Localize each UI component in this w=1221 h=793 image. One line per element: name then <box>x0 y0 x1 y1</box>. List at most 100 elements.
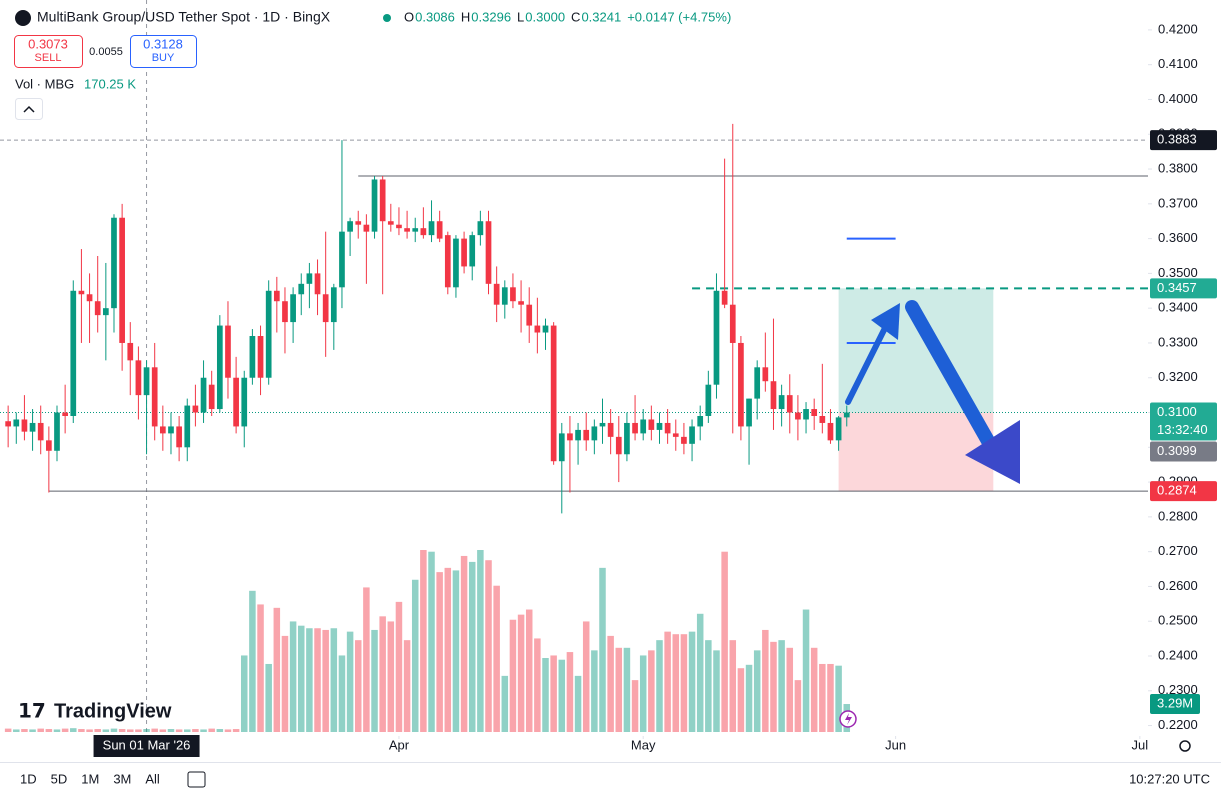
candle-body <box>632 422 638 434</box>
volume-bar <box>794 680 802 732</box>
candle-body <box>510 287 516 302</box>
candle-body <box>314 273 321 295</box>
range-button[interactable]: 1D <box>20 771 37 786</box>
candle-body <box>322 294 329 323</box>
candle-body <box>713 290 720 385</box>
candle-body <box>5 421 11 427</box>
candle-body <box>640 419 647 434</box>
calendar-icon[interactable] <box>187 771 206 788</box>
range-button[interactable]: 1M <box>81 771 99 786</box>
volume-bar <box>485 560 492 732</box>
symbol-title[interactable]: MultiBank Group/USD Tether Spot · 1D · B… <box>37 9 331 25</box>
y-tick-label: 0.4000 <box>1158 91 1198 106</box>
candle-body <box>795 412 801 420</box>
candle-body <box>436 221 443 239</box>
logo-mark: 𝟭𝟳 <box>18 700 46 722</box>
candle-body <box>70 290 77 416</box>
volume-bar <box>501 675 509 732</box>
candle-body <box>778 395 785 410</box>
volume-bar <box>534 638 541 732</box>
price-tag-label: 0.3457 <box>1157 280 1197 295</box>
sell-button[interactable] <box>14 35 83 68</box>
volume-bar <box>281 635 289 732</box>
volume-bar <box>428 551 435 732</box>
range-button[interactable]: All <box>145 771 160 786</box>
candle-body <box>298 283 305 295</box>
candle-body <box>469 235 476 267</box>
volume-bar <box>184 729 191 732</box>
volume-bar <box>770 641 777 732</box>
candle-body <box>78 290 85 295</box>
volume-bar <box>656 640 663 732</box>
candle-body <box>306 273 313 284</box>
collapse-button[interactable] <box>15 98 43 120</box>
volume-bar <box>240 655 248 732</box>
volume-bar <box>249 590 256 732</box>
volume-bar <box>21 729 28 732</box>
candle-body <box>681 436 687 444</box>
price-tag-label: 0.3100 <box>1157 404 1197 419</box>
candle-body <box>550 325 557 462</box>
volume-bar <box>550 655 557 732</box>
y-tick-label: 0.2300 <box>1158 682 1198 697</box>
candle-body <box>127 342 134 361</box>
candle-body <box>746 398 752 427</box>
settings-icon[interactable] <box>1179 740 1191 752</box>
volume-bar <box>61 728 69 732</box>
candle-body <box>21 419 28 432</box>
range-button[interactable]: 3M <box>113 771 131 786</box>
candle-body <box>754 367 761 399</box>
volume-bar <box>615 647 623 732</box>
candle-body <box>151 367 158 427</box>
price-tag <box>1150 441 1217 462</box>
candle-body <box>371 179 378 232</box>
volume-tag <box>1150 694 1200 715</box>
candle-body <box>176 426 182 448</box>
candle-body <box>615 436 622 455</box>
volume-bar <box>257 604 264 732</box>
volume-bar <box>127 729 134 732</box>
chevron-icon <box>23 105 35 113</box>
buy-button[interactable] <box>130 35 197 68</box>
candle-body <box>135 360 142 396</box>
volume-bar <box>444 567 452 732</box>
candle-body <box>159 426 166 434</box>
stop-zone <box>838 412 994 492</box>
candle-body <box>477 221 484 236</box>
price-tag-label: 0.3883 <box>1157 132 1197 147</box>
candle-body <box>282 301 288 323</box>
logo-text: TradingView <box>54 700 172 722</box>
candle-body <box>526 304 533 326</box>
volume-bar <box>436 572 443 732</box>
volume-bar <box>558 659 566 732</box>
candle-body <box>330 287 337 323</box>
candle-body <box>729 304 736 343</box>
candle-body <box>184 405 191 448</box>
volume-bar <box>582 621 590 732</box>
volume-bar <box>713 650 720 732</box>
volume-bar <box>591 650 598 732</box>
volume-bar <box>37 728 44 732</box>
candle-body <box>387 221 394 225</box>
candle-body <box>689 426 695 444</box>
arrow-up <box>845 303 900 405</box>
y-tick-label: 0.2600 <box>1158 578 1198 593</box>
range-button[interactable]: 5D <box>51 771 68 786</box>
y-tick-label: 0.3700 <box>1158 195 1198 210</box>
volume-bar <box>542 658 549 732</box>
volume-bar <box>737 668 745 732</box>
volume-bar <box>346 631 354 732</box>
candle-body <box>54 412 60 451</box>
candle-body <box>404 228 410 232</box>
volume-bar <box>631 680 639 732</box>
volume-bar <box>4 728 12 732</box>
volume-bar <box>159 729 167 732</box>
volume-bar <box>94 729 101 732</box>
candle-body <box>94 301 101 316</box>
volume-bar <box>696 613 704 732</box>
volume-bar <box>53 729 61 732</box>
volume-bar <box>517 614 525 732</box>
candle-body <box>396 224 402 229</box>
candle-body <box>200 377 207 413</box>
candle-body <box>37 422 44 441</box>
